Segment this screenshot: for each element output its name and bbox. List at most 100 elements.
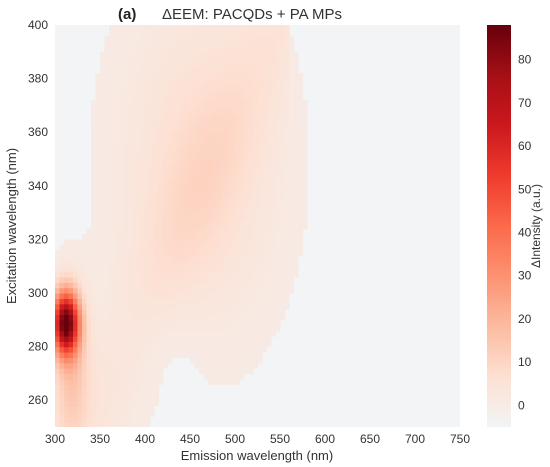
heatmap-cell: [203, 148, 209, 155]
heatmap-cell: [212, 126, 218, 133]
heatmap-cell: [145, 137, 151, 144]
heatmap-cell: [298, 153, 304, 160]
heatmap-cell: [248, 62, 254, 69]
heatmap-cell: [176, 100, 182, 106]
heatmap-cell: [131, 303, 137, 310]
heatmap-cell: [122, 346, 128, 353]
heatmap-cell: [163, 148, 169, 155]
heatmap-cell: [212, 51, 218, 58]
heatmap-cell: [64, 421, 70, 427]
heatmap-cell: [271, 159, 277, 165]
heatmap-cell: [100, 239, 106, 246]
heatmap-cell: [82, 368, 88, 374]
heatmap-cell: [244, 239, 250, 246]
heatmap-cell: [176, 287, 182, 294]
heatmap-cell: [64, 244, 70, 251]
heatmap-cell: [257, 185, 263, 192]
heatmap-cell: [136, 351, 142, 358]
heatmap-cell: [140, 191, 146, 198]
heatmap-cell: [109, 51, 115, 58]
heatmap-cell: [271, 35, 277, 42]
heatmap-cell: [289, 142, 295, 149]
heatmap-cell: [253, 330, 259, 337]
heatmap-cell: [239, 207, 245, 214]
heatmap-cell: [298, 223, 304, 230]
heatmap-cell: [185, 287, 191, 294]
heatmap-cell: [136, 234, 142, 240]
heatmap-cell: [167, 83, 173, 90]
heatmap-cell: [289, 126, 295, 133]
heatmap-cell: [266, 228, 272, 235]
heatmap-cell: [118, 250, 124, 257]
heatmap-cell: [131, 389, 137, 396]
heatmap-cell: [230, 217, 236, 224]
heatmap-cell: [154, 89, 160, 96]
heatmap-cell: [239, 30, 245, 37]
heatmap-cell: [181, 180, 187, 187]
heatmap-cell: [109, 41, 115, 48]
heatmap-cell: [302, 153, 308, 160]
heatmap-cell: [109, 148, 115, 155]
heatmap-cell: [68, 319, 74, 326]
heatmap-cell: [109, 373, 115, 380]
heatmap-cell: [284, 164, 290, 171]
heatmap-cell: [64, 351, 70, 358]
heatmap-cell: [59, 368, 65, 374]
heatmap-cell: [109, 250, 115, 257]
heatmap-cell: [262, 83, 268, 90]
heatmap-cell: [235, 175, 241, 182]
heatmap-cell: [271, 314, 277, 321]
heatmap-cell: [199, 89, 205, 96]
heatmap-cell: [212, 30, 218, 37]
heatmap-cell: [73, 244, 79, 251]
heatmap-cell: [77, 368, 83, 374]
heatmap-cell: [59, 362, 65, 369]
heatmap-cell: [226, 46, 232, 53]
heatmap-cell: [167, 30, 173, 37]
heatmap-cell: [181, 110, 187, 117]
heatmap-cell: [262, 153, 268, 160]
heatmap-cell: [181, 228, 187, 235]
heatmap-cell: [199, 207, 205, 214]
heatmap-cell: [203, 46, 209, 53]
heatmap-cell: [91, 110, 97, 117]
heatmap-cell: [302, 164, 308, 171]
heatmap-cell: [298, 116, 304, 123]
heatmap-cell: [203, 78, 209, 85]
heatmap-cell: [68, 362, 74, 369]
heatmap-cell: [158, 159, 164, 165]
heatmap-cell: [113, 121, 119, 128]
heatmap-cell: [217, 191, 223, 198]
heatmap-cell: [118, 217, 124, 224]
heatmap-cell: [118, 126, 124, 133]
heatmap-cell: [145, 266, 151, 273]
heatmap-cell: [154, 46, 160, 53]
heatmap-cell: [239, 212, 245, 219]
heatmap-cell: [100, 351, 106, 358]
heatmap-cell: [136, 346, 142, 353]
heatmap-cell: [82, 314, 88, 321]
heatmap-cell: [280, 57, 286, 64]
heatmap-cell: [257, 351, 263, 358]
heatmap-cell: [248, 276, 254, 283]
heatmap-cell: [221, 351, 227, 358]
heatmap-cell: [91, 169, 97, 176]
heatmap-cell: [122, 89, 128, 96]
heatmap-cell: [95, 378, 101, 385]
heatmap-cell: [59, 341, 65, 348]
heatmap-cell: [266, 121, 272, 128]
heatmap-cell: [208, 148, 214, 155]
heatmap-cell: [275, 266, 281, 273]
heatmap-cell: [284, 94, 290, 101]
heatmap-cell: [149, 314, 155, 321]
heatmap-cell: [199, 169, 205, 176]
heatmap-cell: [91, 266, 97, 273]
heatmap-cell: [217, 46, 223, 53]
heatmap-cell: [217, 153, 223, 160]
heatmap-cell: [194, 110, 200, 117]
heatmap-cell: [158, 191, 164, 198]
heatmap-cell: [77, 276, 83, 283]
heatmap-cell: [158, 282, 164, 289]
heatmap-cell: [77, 260, 83, 267]
heatmap-cell: [194, 62, 200, 69]
